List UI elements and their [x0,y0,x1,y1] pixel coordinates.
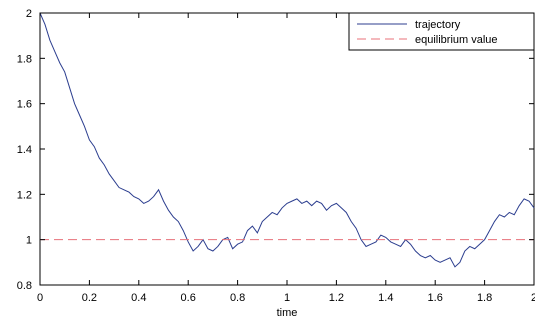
plot-frame [40,13,534,285]
x-tick-label: 0.4 [131,292,146,304]
y-tick-label: 1.4 [17,144,32,156]
plot-area [40,13,534,285]
x-tick-label: 0.8 [230,292,245,304]
x-tick-label: 1.8 [477,292,492,304]
y-tick-label: 0.8 [17,280,32,292]
x-axis-title: time [277,307,298,319]
x-tick-label: 2 [531,292,535,304]
y-tick-label: 2 [26,8,32,20]
x-tick-label: 0.6 [181,292,196,304]
x-tick-label: 1 [284,292,290,304]
y-tick-label: 1.2 [17,189,32,201]
y-tick-label: 1.6 [17,99,32,111]
x-tick-label: 0.2 [82,292,97,304]
x-tick-label: 1.2 [329,292,344,304]
y-tick-label: 1.8 [17,53,32,65]
y-tick-label: 1 [26,235,32,247]
legend-label-0: trajectory [415,19,461,31]
x-tick-label: 1.6 [428,292,443,304]
x-tick-label: 1.4 [378,292,393,304]
legend: trajectory equilibrium value [349,13,534,50]
x-tick-label: 0 [37,292,43,304]
legend-label-1: equilibrium value [415,34,498,46]
